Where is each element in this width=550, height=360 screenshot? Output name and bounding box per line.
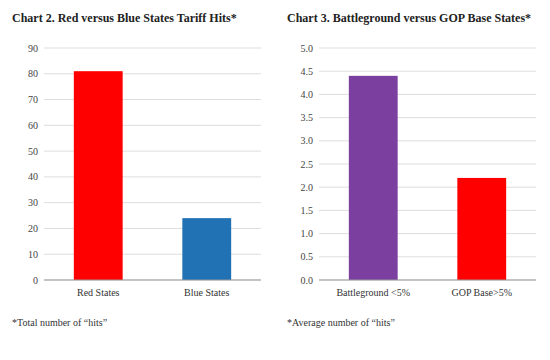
y-tick-label: 10 [28,249,38,260]
bar [74,71,123,280]
x-tick-label: Red States [77,287,120,298]
y-tick-label: 4.5 [301,66,314,77]
y-tick-label: 5.0 [301,43,314,54]
chart-title: Chart 3. Battleground versus GOP Base St… [287,11,531,25]
grid-line [319,71,536,72]
y-tick-label: 2.5 [301,159,314,170]
y-tick-label: 4.0 [301,89,314,100]
y-tick-label: 0 [33,275,38,286]
bar [349,76,398,280]
y-tick-label: 70 [28,94,38,105]
y-tick-label: 2.0 [301,182,314,193]
y-tick-label: 0.0 [301,275,314,286]
x-axis-line [319,280,536,281]
y-tick-label: 90 [28,43,38,54]
footnote: *Average number of “hits” [287,317,395,328]
y-tick-label: 30 [28,197,38,208]
y-tick-label: 50 [28,146,38,157]
grid-line [319,48,536,49]
y-tick-label: 0.5 [301,251,314,262]
bar [457,178,506,280]
footnote: *Total number of “hits” [12,317,107,328]
x-tick-label: Battleground <5% [336,287,410,298]
bars [349,76,506,280]
grid-line [319,280,536,281]
y-tick-label: 3.0 [301,135,314,146]
y-tick-label: 20 [28,223,38,234]
y-tick-label: 40 [28,171,38,182]
x-tick-label: GOP Base>5% [451,287,512,298]
x-axis-line [44,280,261,281]
chart-title: Chart 2. Red versus Blue States Tariff H… [12,11,237,25]
y-tick-label: 80 [28,68,38,79]
y-tick-label: 3.5 [301,112,314,123]
chart-panel: Chart 3. Battleground versus GOP Base St… [287,11,536,328]
x-tick-label: Blue States [184,287,229,298]
bars [74,71,231,280]
bar [182,218,231,280]
chart-panel: Chart 2. Red versus Blue States Tariff H… [12,11,261,328]
y-tick-label: 1.0 [301,228,314,239]
y-tick-label: 60 [28,120,38,131]
grid-line [44,280,261,281]
chart-canvas: Chart 2. Red versus Blue States Tariff H… [0,0,550,360]
y-tick-label: 1.5 [301,205,314,216]
grid-line [44,48,261,49]
